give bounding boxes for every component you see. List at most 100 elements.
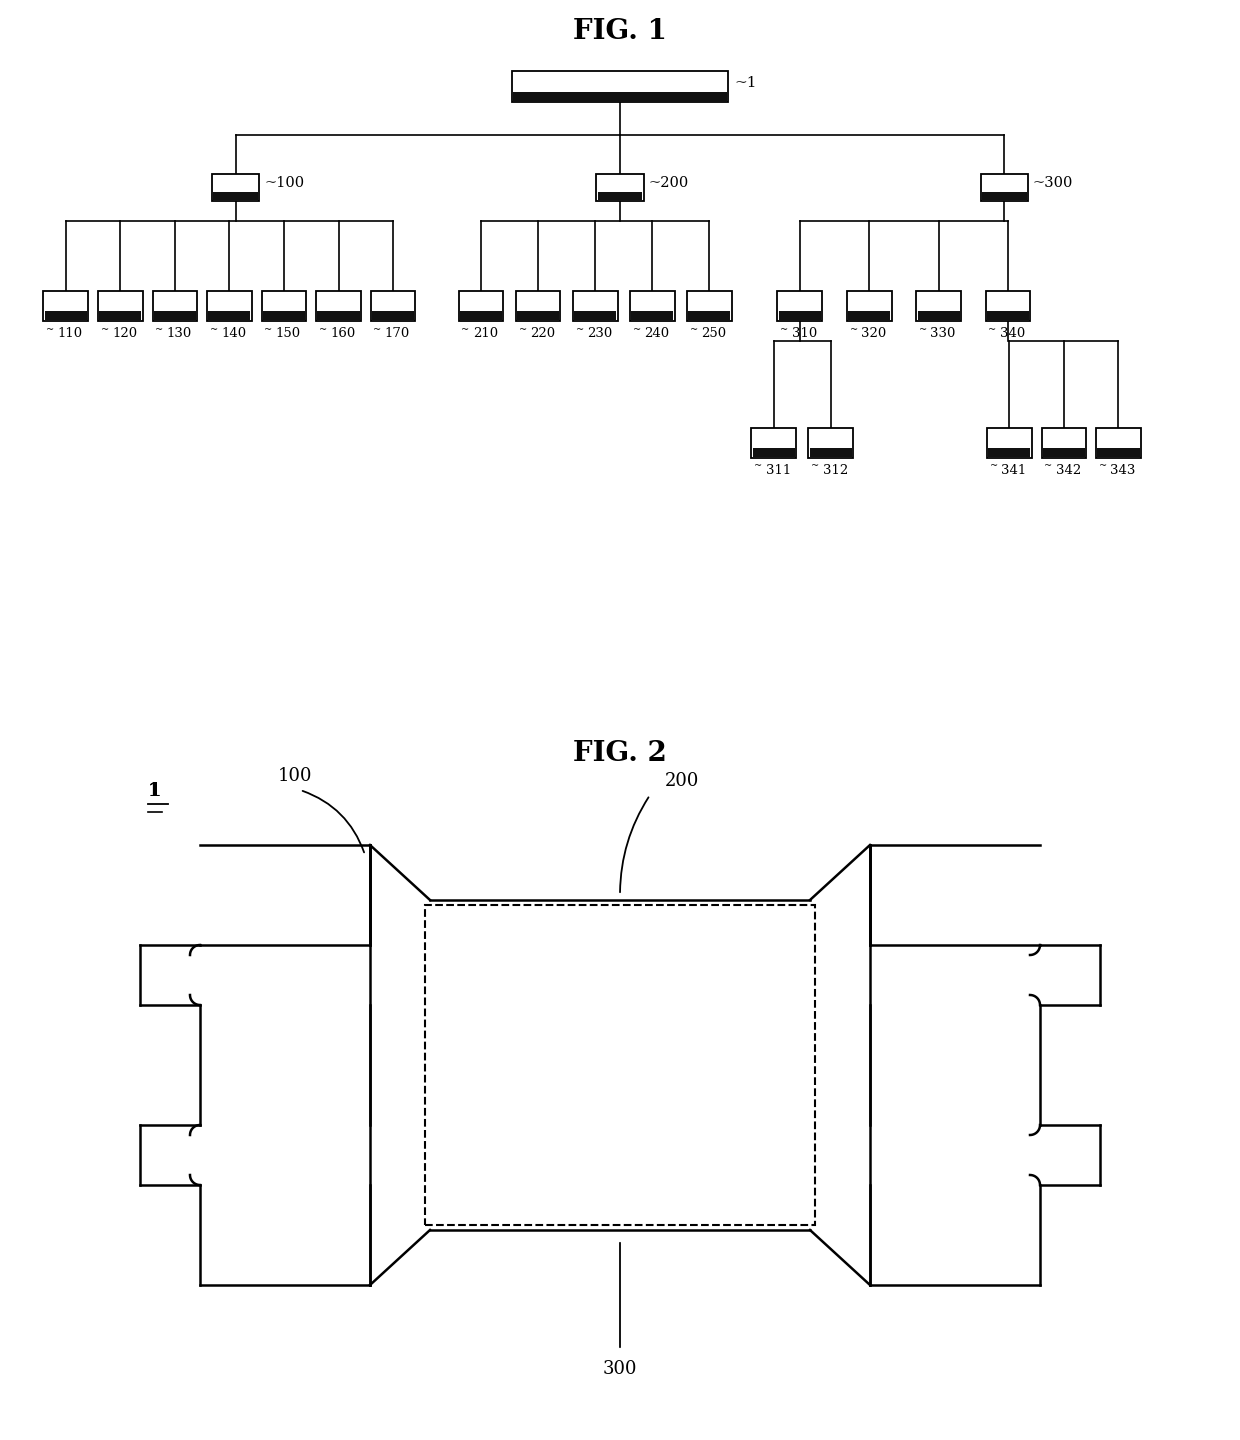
Text: ~: ~	[689, 325, 698, 334]
Text: FIG. 1: FIG. 1	[573, 17, 667, 45]
Text: 1: 1	[148, 782, 160, 801]
Text: ~: ~	[575, 325, 584, 334]
Bar	[1043, 448, 1085, 458]
Bar	[987, 428, 1032, 458]
Text: ~: ~	[264, 325, 273, 334]
Bar	[687, 291, 732, 321]
Bar	[982, 192, 1027, 200]
Text: ~: ~	[373, 325, 382, 334]
Text: 220: 220	[529, 327, 556, 340]
Text: 160: 160	[330, 327, 356, 340]
Text: 200: 200	[665, 772, 699, 791]
Bar	[848, 311, 890, 321]
Bar	[317, 311, 360, 321]
Text: ~: ~	[754, 461, 763, 471]
Bar	[153, 291, 197, 321]
Text: ~: ~	[919, 325, 928, 334]
Bar	[751, 428, 796, 458]
Text: ~: ~	[990, 461, 998, 471]
Bar	[262, 291, 306, 321]
Bar	[753, 448, 795, 458]
Bar	[516, 291, 560, 321]
Text: ~: ~	[1044, 461, 1053, 471]
Bar	[99, 311, 141, 321]
Bar	[981, 173, 1028, 202]
Bar	[808, 428, 853, 458]
Bar	[372, 311, 414, 321]
Bar	[986, 291, 1030, 321]
Bar	[263, 311, 305, 321]
Bar	[43, 291, 88, 321]
Text: 343: 343	[1110, 464, 1136, 477]
Bar	[574, 311, 616, 321]
Text: FIG. 2: FIG. 2	[573, 740, 667, 768]
Bar	[596, 173, 644, 202]
Bar	[598, 192, 642, 200]
Text: ~1: ~1	[734, 76, 758, 89]
Text: 100: 100	[278, 768, 312, 785]
Bar	[371, 291, 415, 321]
Bar	[779, 311, 821, 321]
Bar	[517, 311, 559, 321]
Bar	[207, 291, 252, 321]
Text: 250: 250	[701, 327, 727, 340]
Text: 230: 230	[587, 327, 613, 340]
Bar	[208, 311, 250, 321]
Text: 320: 320	[861, 327, 887, 340]
Bar	[1096, 428, 1141, 458]
Text: ~: ~	[46, 325, 55, 334]
Bar	[425, 904, 815, 1225]
Bar	[459, 291, 503, 321]
Text: ~: ~	[518, 325, 527, 334]
Text: ~: ~	[988, 325, 997, 334]
Text: 311: 311	[765, 464, 791, 477]
Bar	[45, 311, 87, 321]
Bar	[688, 311, 730, 321]
Bar	[777, 291, 822, 321]
Text: ~300: ~300	[1033, 176, 1074, 190]
Bar	[1042, 428, 1086, 458]
Bar	[918, 311, 960, 321]
Bar	[1097, 448, 1140, 458]
Bar	[98, 291, 143, 321]
Text: ~: ~	[1099, 461, 1107, 471]
Text: ~: ~	[155, 325, 164, 334]
Text: ~: ~	[319, 325, 327, 334]
Bar	[213, 192, 258, 200]
Text: ~: ~	[461, 325, 470, 334]
Bar	[916, 291, 961, 321]
Text: ~: ~	[100, 325, 109, 334]
Text: 240: 240	[644, 327, 670, 340]
Bar	[631, 311, 673, 321]
Text: 170: 170	[384, 327, 410, 340]
Text: 300: 300	[603, 1359, 637, 1378]
Bar	[513, 92, 727, 101]
Text: ~200: ~200	[649, 176, 688, 190]
Bar	[630, 291, 675, 321]
Text: ~: ~	[210, 325, 218, 334]
Bar	[511, 71, 728, 102]
Text: 341: 341	[1001, 464, 1027, 477]
Bar	[988, 448, 1030, 458]
Text: 120: 120	[112, 327, 138, 340]
Text: 342: 342	[1055, 464, 1081, 477]
Text: 210: 210	[472, 327, 498, 340]
Text: ~100: ~100	[264, 176, 304, 190]
Bar	[316, 291, 361, 321]
Text: 140: 140	[221, 327, 247, 340]
Bar	[460, 311, 502, 321]
Text: ~: ~	[780, 325, 789, 334]
Text: 340: 340	[999, 327, 1025, 340]
Text: 110: 110	[57, 327, 83, 340]
Bar	[810, 448, 852, 458]
Text: 310: 310	[791, 327, 817, 340]
Text: 150: 150	[275, 327, 301, 340]
Text: 130: 130	[166, 327, 192, 340]
Text: ~: ~	[849, 325, 858, 334]
Bar	[847, 291, 892, 321]
Text: 1: 1	[148, 782, 161, 801]
Bar	[573, 291, 618, 321]
Bar	[987, 311, 1029, 321]
Text: ~: ~	[811, 461, 820, 471]
Bar	[212, 173, 259, 202]
